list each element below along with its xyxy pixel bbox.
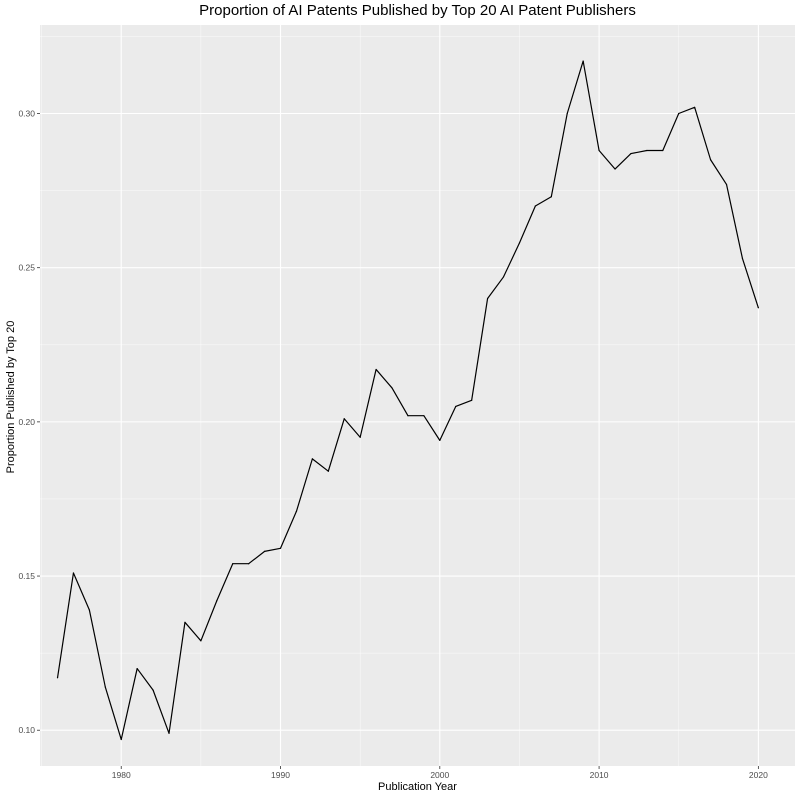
data-point (152, 689, 154, 691)
x-tick-label: 2000 (430, 770, 449, 780)
data-point (88, 609, 90, 611)
y-tick-label: 0.15 (18, 571, 35, 581)
data-point (709, 159, 712, 161)
data-point (566, 112, 568, 115)
y-tick-label: 0.30 (18, 109, 35, 119)
data-point (646, 149, 648, 152)
data-point (200, 640, 202, 642)
data-point (295, 510, 298, 512)
data-point (184, 621, 186, 623)
data-point (502, 276, 505, 278)
x-tick-label: 1980 (112, 770, 131, 780)
plot-panel (40, 25, 795, 766)
data-point (582, 60, 584, 62)
x-tick-label: 1990 (271, 770, 290, 780)
data-point (359, 436, 361, 438)
x-axis-label: Publication Year (378, 781, 457, 793)
x-tick-label: 2020 (749, 770, 768, 780)
data-point (168, 732, 170, 734)
data-point (757, 307, 759, 309)
y-tick-label: 0.20 (18, 417, 35, 427)
data-point (678, 112, 680, 115)
data-point (694, 106, 696, 108)
data-point (248, 563, 250, 565)
data-point (232, 563, 234, 565)
data-point (407, 415, 409, 417)
data-point (534, 205, 536, 207)
data-point (263, 550, 266, 552)
data-point (486, 297, 489, 300)
data-point (630, 152, 632, 155)
data-point (662, 149, 664, 152)
data-point (56, 677, 59, 679)
data-point (423, 415, 425, 417)
data-point (375, 368, 377, 371)
data-point (279, 547, 282, 549)
x-tick-label: 2010 (590, 770, 609, 780)
data-point (598, 149, 600, 152)
data-point (725, 183, 728, 186)
data-point (136, 667, 138, 670)
data-point (343, 418, 345, 420)
y-tick-label: 0.25 (18, 263, 35, 273)
data-point (104, 686, 106, 688)
data-point (327, 470, 329, 472)
data-point (311, 458, 313, 460)
y-axis-label: Proportion Published by Top 20 (5, 320, 17, 474)
data-point (120, 738, 122, 741)
data-point (455, 405, 457, 408)
data-point (72, 572, 75, 574)
data-point (391, 387, 393, 389)
data-point (439, 439, 441, 441)
data-point (741, 257, 744, 260)
data-point (518, 242, 521, 244)
chart-title: Proportion of AI Patents Published by To… (199, 2, 636, 19)
data-point (550, 196, 552, 198)
y-tick-label: 0.10 (18, 725, 35, 735)
data-point (216, 600, 218, 602)
data-point (614, 168, 616, 170)
data-point (471, 399, 473, 401)
